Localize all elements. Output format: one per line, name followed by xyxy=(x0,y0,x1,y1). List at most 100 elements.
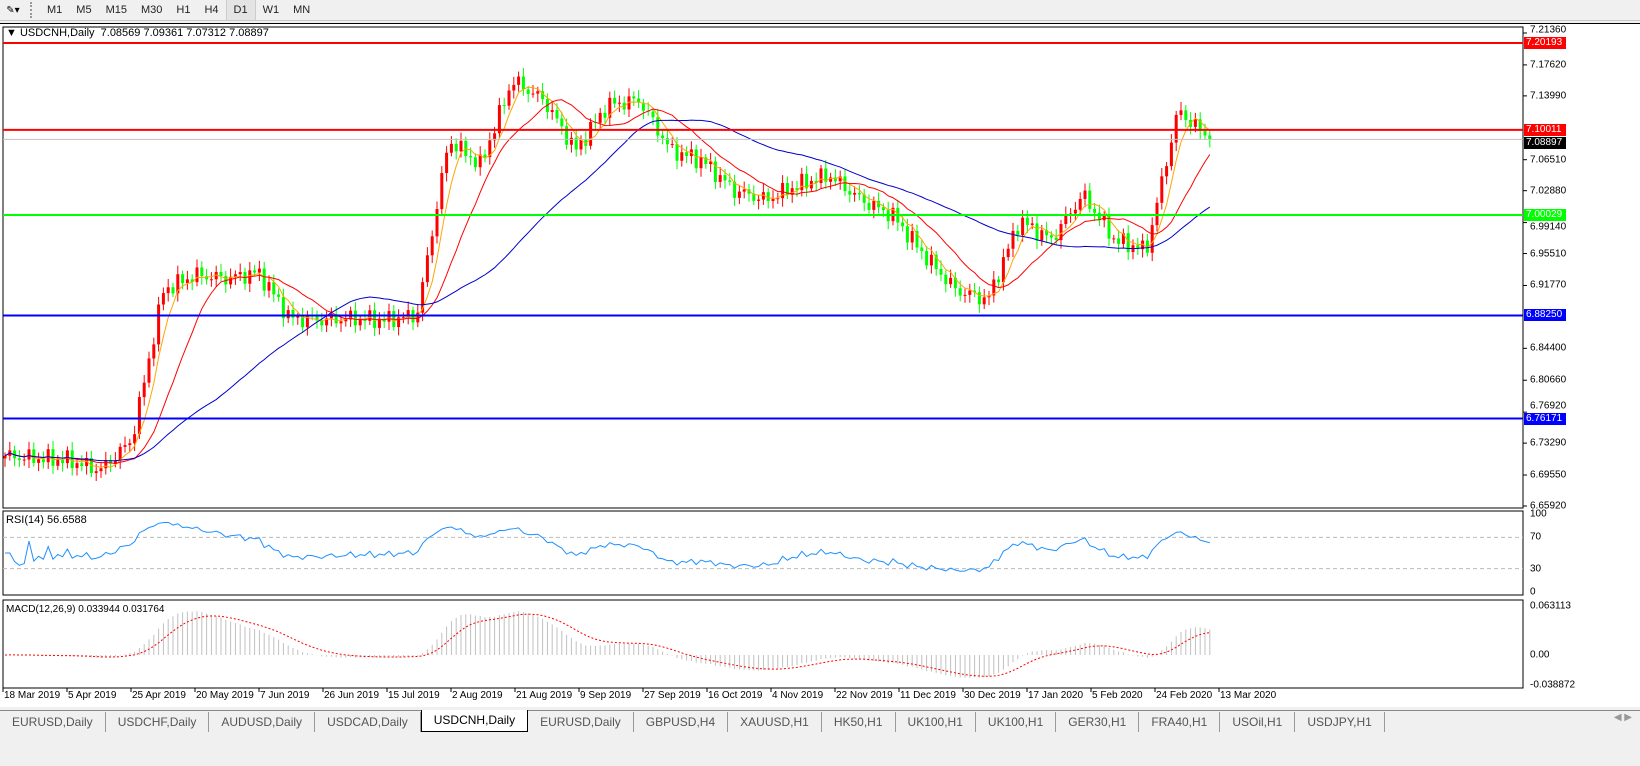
timeframe-h4[interactable]: H4 xyxy=(204,4,219,16)
date-tick-label: 30 Dec 2019 xyxy=(964,690,1021,701)
candle-body xyxy=(632,96,636,99)
price-tick-label: 6.76920 xyxy=(1530,400,1567,412)
timeframe-h1[interactable]: H1 xyxy=(176,4,191,16)
candle-body xyxy=(867,202,871,210)
candle-body xyxy=(430,236,434,256)
candle-body xyxy=(397,317,401,328)
candle-body xyxy=(766,192,770,202)
candle-body xyxy=(142,382,146,398)
candle-body xyxy=(761,192,765,200)
candle-body xyxy=(1030,223,1034,225)
timeframe-m15[interactable]: M15 xyxy=(105,4,127,16)
candle-body xyxy=(1169,142,1173,167)
price-tick-label: 6.99140 xyxy=(1530,221,1567,233)
chart-tab[interactable]: USDCHF,Daily xyxy=(106,712,210,732)
price-chart[interactable] xyxy=(0,0,1640,708)
candle-body xyxy=(637,98,641,103)
candle-body xyxy=(713,161,717,182)
candle-body xyxy=(598,112,602,123)
candle-body xyxy=(512,84,516,91)
chart-tab[interactable]: AUDUSD,Daily xyxy=(209,712,316,732)
candle-body xyxy=(200,267,204,277)
price-level-tag: 7.08897 xyxy=(1524,136,1566,149)
candle-body xyxy=(1126,233,1130,253)
candle-body xyxy=(37,459,41,463)
candle-body xyxy=(790,188,794,195)
toolbar-grip[interactable] xyxy=(30,2,36,18)
chart-window[interactable]: ▼ USDCNH,Daily 7.08569 7.09361 7.07312 7… xyxy=(0,23,1640,707)
candle-body xyxy=(1011,230,1015,249)
date-tick-label: 4 Nov 2019 xyxy=(772,690,824,701)
chart-tab[interactable]: UK100,H1 xyxy=(896,712,976,732)
candle-body xyxy=(574,137,578,150)
timeframe-m1[interactable]: M1 xyxy=(47,4,63,16)
chart-tab[interactable]: UK100,H1 xyxy=(976,712,1057,732)
candle-body xyxy=(1016,230,1020,235)
candle-body xyxy=(1184,110,1188,120)
rsi-tick-label: 100 xyxy=(1530,508,1547,520)
date-tick-label: 26 Jun 2019 xyxy=(324,690,380,701)
candle-body xyxy=(358,318,362,326)
chart-tab[interactable]: FRA40,H1 xyxy=(1139,712,1221,732)
chart-tab[interactable]: USOil,H1 xyxy=(1220,712,1296,732)
macd-panel xyxy=(2,599,1524,689)
candle-body xyxy=(205,276,209,280)
candle-body xyxy=(723,175,727,181)
candle-body xyxy=(171,287,175,294)
chart-tab[interactable]: GER30,H1 xyxy=(1056,712,1140,732)
candle-body xyxy=(1035,223,1039,241)
candle-body xyxy=(435,209,439,237)
candle-body xyxy=(233,274,237,277)
price-level-tag: 7.10011 xyxy=(1524,123,1566,136)
timeframe-m5[interactable]: M5 xyxy=(76,4,92,16)
candle-body xyxy=(1112,238,1116,240)
candle-body xyxy=(1073,209,1077,214)
candle-body xyxy=(238,272,242,275)
chart-tab[interactable]: USDJPY,H1 xyxy=(1295,712,1385,732)
price-tick-label: 6.91770 xyxy=(1530,279,1567,291)
chart-tab[interactable]: EURUSD,Daily xyxy=(0,712,106,732)
candle-body xyxy=(1006,248,1010,258)
candle-body xyxy=(262,268,266,291)
macd-tick-label: -0.038872 xyxy=(1530,679,1576,691)
chart-tab[interactable]: EURUSD,Daily xyxy=(528,712,634,732)
candle-body xyxy=(805,173,809,189)
candle-body xyxy=(550,109,554,113)
candle-body xyxy=(670,143,674,145)
drawing-tools-icon[interactable]: ✎▾ xyxy=(6,4,20,16)
candle-body xyxy=(133,434,137,444)
chart-tab[interactable]: USDCNH,Daily xyxy=(420,710,529,732)
candle-body xyxy=(963,294,967,296)
timeframe-m30[interactable]: M30 xyxy=(140,4,163,16)
candle-body xyxy=(862,194,866,203)
candle-body xyxy=(27,449,31,460)
timeframe-mn[interactable]: MN xyxy=(293,4,311,16)
chart-tab[interactable]: XAUUSD,H1 xyxy=(728,712,822,732)
collapse-triangle-icon[interactable]: ▼ xyxy=(6,27,17,39)
chart-tab[interactable]: HK50,H1 xyxy=(822,712,896,732)
candle-body xyxy=(469,156,473,158)
date-tick-label: 21 Aug 2019 xyxy=(516,690,573,701)
candle-body xyxy=(478,154,482,168)
candle-body xyxy=(209,279,213,281)
candle-body xyxy=(56,459,60,466)
chart-tab[interactable]: GBPUSD,H4 xyxy=(634,712,729,732)
moving-average-line xyxy=(4,86,1211,468)
candle-body xyxy=(75,463,79,469)
candle-body xyxy=(675,143,679,161)
candle-body xyxy=(853,192,857,195)
price-tick-label: 7.13990 xyxy=(1530,90,1567,102)
timeframe-d1[interactable]: D1 xyxy=(225,0,256,20)
candle-body xyxy=(737,191,741,198)
tab-scroll-arrows[interactable]: ◀ ▶ xyxy=(1613,712,1632,723)
candle-body xyxy=(838,176,842,182)
timeframe-toolbar: ✎▾ M1 M5 M15 M30 H1 H4 D1 W1 MN xyxy=(0,0,1640,21)
macd-tick-label: 0.063113 xyxy=(1530,600,1571,612)
timeframe-w1[interactable]: W1 xyxy=(262,4,280,16)
candle-body xyxy=(80,463,84,467)
candle-body xyxy=(123,445,127,447)
candle-body xyxy=(617,102,621,104)
date-tick-label: 13 Mar 2020 xyxy=(1220,690,1277,701)
candle-body xyxy=(709,161,713,165)
chart-tab[interactable]: USDCAD,Daily xyxy=(315,712,421,732)
